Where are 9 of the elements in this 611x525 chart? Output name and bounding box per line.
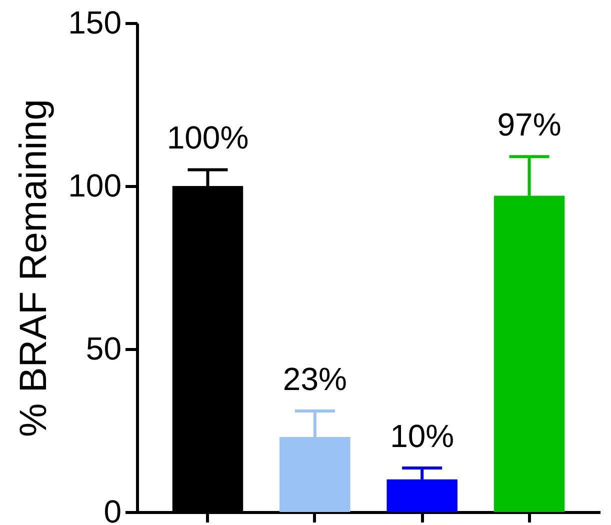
data-label: 97% <box>497 106 562 143</box>
data-label: 23% <box>282 360 347 397</box>
y-axis-title: % BRAF Remaining <box>13 99 56 437</box>
y-tick-label: 150 <box>68 4 122 40</box>
data-label: 10% <box>390 418 454 454</box>
y-tick-label: 100 <box>68 168 122 204</box>
data-label: 100% <box>166 120 249 156</box>
y-tick-label: 0 <box>104 494 122 525</box>
y-tick-label: 50 <box>86 330 122 366</box>
